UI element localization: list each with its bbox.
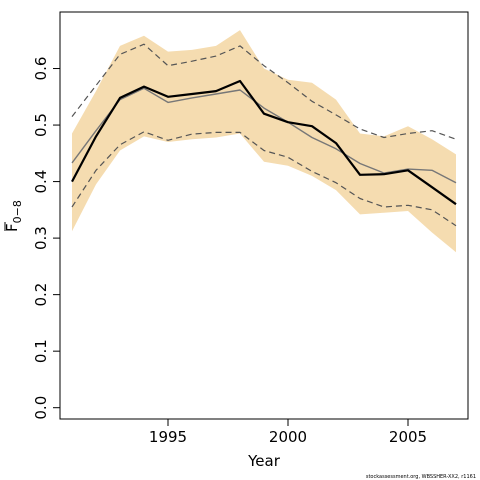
confidence-band: [72, 30, 456, 253]
y-axis-title: F0−8: [3, 200, 24, 232]
series-line-4: [71, 131, 457, 227]
series-layer: [71, 43, 457, 227]
y-tick-label: 0.1: [32, 339, 50, 363]
y-tick-label: 0.6: [32, 57, 50, 81]
plot-frame: [59, 11, 469, 420]
x-tick-label: 2000: [269, 428, 307, 446]
x-tick-label: 1995: [149, 428, 187, 446]
y-axis-title-sub: 0−8: [11, 200, 24, 223]
y-axis-title-main: F: [3, 223, 21, 232]
series-line-1: [71, 79, 457, 206]
y-axis: 0.0 0.1 0.2 0.3 0.4 0.5 0.6: [32, 57, 60, 420]
y-tick-label: 0.5: [32, 113, 50, 137]
x-axis-title: Year: [247, 452, 281, 470]
confidence-band-layer: [72, 30, 456, 253]
y-tick-label: 0.0: [32, 396, 50, 420]
series-line-2: [71, 87, 457, 184]
y-tick-label: 0.2: [32, 283, 50, 307]
x-axis: 1995 2000 2005: [149, 419, 427, 446]
y-tick-label: 0.4: [32, 170, 50, 194]
x-tick-label: 2005: [389, 428, 427, 446]
series-line-3: [71, 43, 457, 140]
footnote: stockassessment.org, WBSSHER-XX2, r1161: [366, 474, 476, 480]
svg-text:F0−8: F0−8: [3, 200, 24, 232]
y-tick-label: 0.3: [32, 226, 50, 250]
